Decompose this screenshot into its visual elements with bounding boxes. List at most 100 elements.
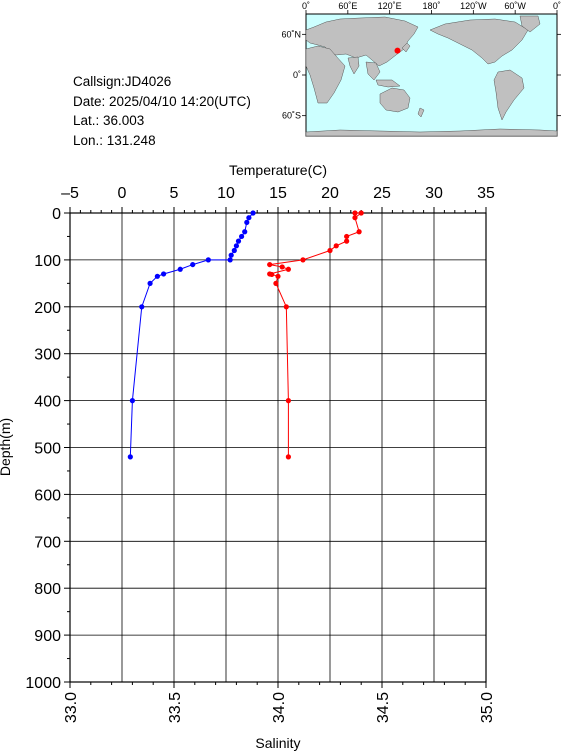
map-land: [305, 15, 558, 137]
land-south-america: [493, 69, 525, 121]
land-australia: [379, 87, 411, 113]
land-africa: [305, 45, 346, 104]
map-labels: 0˚ 60˚E 120˚E 180˚ 120˚W 60˚W 0˚ 60˚N 0˚ 60˚S: [281, 1, 561, 121]
map-top-tick-label: 60˚E: [338, 1, 357, 11]
temperature-point: [161, 271, 167, 277]
salinity-axis-title: Salinity: [255, 735, 300, 751]
salinity-point: [327, 247, 333, 254]
salinity-point: [352, 215, 358, 221]
world-map: 0˚ 60˚E 120˚E 180˚ 120˚W 60˚W 0˚ 60˚N 0˚ 60˚S: [281, 1, 561, 137]
temperature-tick-label: 15: [269, 185, 287, 202]
salinity-point: [267, 261, 273, 268]
salinity-point: [300, 257, 306, 263]
station-info: Callsign:JD4026 Date: 2025/04/10 14:20(U…: [73, 72, 251, 150]
temperature-point: [242, 229, 248, 235]
temperature-point: [127, 454, 133, 460]
temperature-point: [239, 233, 245, 240]
map-top-tick-label: 0˚: [553, 1, 561, 11]
salinity-point: [352, 210, 358, 216]
depth-tick-label: 200: [34, 300, 61, 317]
map-side-tick-label: 0˚: [293, 70, 301, 80]
salinity-point: [283, 304, 289, 310]
map-top-tick-label: 120˚E: [378, 1, 402, 11]
land-greenland: [519, 15, 541, 33]
salinity-tick-label: 34.0: [271, 692, 288, 723]
depth-tick-label: 300: [34, 347, 61, 364]
depth-tick-label: 400: [34, 394, 61, 411]
map-top-tick-label: 60˚W: [504, 1, 526, 11]
temperature-tick-label: 0: [118, 185, 127, 202]
salinity-point: [279, 264, 285, 270]
temperature-axis-title: Temperature(C): [229, 162, 327, 178]
temperature-point: [190, 261, 196, 268]
temperature-tick-labels: –5 0 5 10 15 20 25 30 35: [61, 185, 495, 202]
depth-tick-label: 500: [34, 441, 61, 458]
salinity-tick-label: 33.5: [167, 692, 184, 723]
temperature-tick-label: 20: [321, 185, 339, 202]
temperature-tick-label: –5: [61, 185, 79, 202]
depth-tick-label: 700: [34, 534, 61, 551]
salinity-point: [275, 273, 281, 279]
latitude-label: Lat.: 36.003: [73, 113, 145, 128]
salinity-point: [285, 398, 291, 404]
salinity-point: [356, 229, 362, 235]
temperature-point: [228, 252, 234, 258]
salinity-point: [273, 280, 279, 286]
map-grid: [302, 10, 561, 117]
land-antarctica: [305, 128, 558, 137]
temperature-point: [147, 280, 153, 286]
salinity-point: [358, 210, 364, 216]
map-top-tick-label: 120˚W: [460, 1, 487, 11]
depth-tick-label: 800: [34, 581, 61, 598]
depth-tick-label: 1000: [25, 675, 61, 692]
temperature-point: [235, 238, 242, 244]
temperature-point: [233, 243, 239, 249]
series-layer: [127, 210, 364, 460]
salinity-tick-label: 35.0: [479, 692, 496, 723]
temperature-point: [139, 304, 145, 310]
station-marker-icon: [394, 47, 401, 54]
temperature-point: [177, 266, 183, 272]
salinity-tick-label: 33.0: [63, 692, 80, 723]
callsign-label: Callsign:JD4026: [73, 74, 172, 89]
date-label: Date: 2025/04/10 14:20(UTC): [73, 93, 251, 109]
salinity-point: [269, 271, 275, 278]
temperature-tick-label: 30: [425, 185, 443, 202]
temperature-point: [244, 219, 250, 225]
map-top-tick-label: 0˚: [302, 1, 310, 11]
land-north-america: [429, 18, 529, 65]
depth-tick-label: 100: [34, 253, 61, 270]
temperature-point: [205, 257, 211, 263]
temperature-tick-label: 5: [170, 185, 179, 202]
temperature-point: [231, 247, 237, 254]
land-se-asia: [365, 61, 381, 81]
land-japan: [401, 42, 411, 53]
temperature-point: [129, 398, 135, 404]
land-india: [347, 56, 360, 75]
depth-axis-title: Depth(m): [0, 418, 13, 476]
map-side-tick-label: 60˚N: [281, 29, 301, 39]
land-new-zealand: [417, 107, 425, 118]
salinity-point: [333, 243, 339, 249]
temperature-tick-label: 10: [217, 185, 235, 202]
depth-tick-labels: 0 100 200 300 400 500 600 700 800 900 1000: [25, 206, 61, 692]
salinity-point: [344, 238, 350, 244]
depth-tick-label: 0: [52, 206, 61, 223]
temperature-point: [246, 215, 252, 221]
salinity-point: [344, 233, 350, 240]
temperature-tick-label: 35: [477, 185, 495, 202]
longitude-label: Lon.: 131.248: [73, 132, 156, 148]
salinity-line: [269, 212, 363, 457]
salinity-point: [285, 266, 291, 272]
temperature-point: [227, 257, 233, 263]
salinity-series: [267, 210, 364, 460]
salinity-tick-label: 34.5: [375, 692, 392, 723]
temperature-point: [250, 210, 256, 216]
land-indonesia: [375, 79, 401, 88]
chart-ticks: [64, 207, 487, 688]
salinity-point: [285, 454, 291, 460]
temperature-point: [154, 273, 160, 279]
depth-tick-label: 600: [34, 487, 61, 504]
depth-tick-label: 900: [34, 628, 61, 645]
